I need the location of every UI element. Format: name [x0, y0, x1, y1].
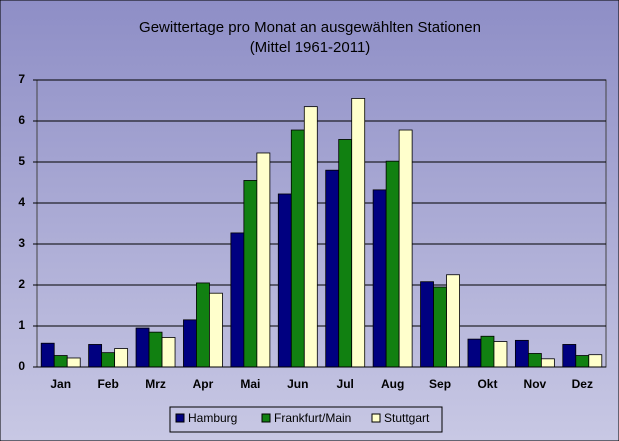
x-tick-label: Sep	[429, 377, 451, 391]
bar	[562, 344, 577, 368]
bar	[420, 281, 434, 368]
bar	[148, 331, 163, 368]
y-tick-label: 1	[18, 318, 25, 332]
bar	[161, 337, 176, 368]
bar	[243, 180, 258, 368]
bar	[101, 352, 116, 368]
bar	[527, 353, 542, 368]
y-tick-label: 7	[18, 72, 25, 86]
bar	[135, 327, 150, 368]
x-tick-label: Okt	[477, 377, 497, 391]
bar	[575, 355, 590, 368]
legend-label: Stuttgart	[384, 411, 430, 425]
bar	[514, 339, 529, 368]
y-tick-label: 2	[18, 277, 25, 291]
legend	[169, 406, 443, 433]
bar	[398, 129, 413, 368]
legend-swatch	[371, 413, 381, 423]
legend-label: Hamburg	[188, 411, 237, 425]
bar	[493, 341, 508, 368]
y-tick-label: 5	[18, 154, 25, 168]
bar	[196, 282, 210, 368]
bar	[433, 286, 447, 368]
x-tick-label: Jun	[287, 377, 308, 391]
x-tick-label: Mai	[240, 377, 260, 391]
chart-title: Gewittertage pro Monat an ausgewählten S…	[139, 19, 481, 36]
bar	[290, 129, 305, 368]
y-tick-label: 6	[18, 113, 25, 127]
bar	[338, 139, 353, 368]
y-tick-label: 3	[18, 236, 25, 250]
y-tick-label: 4	[18, 195, 25, 209]
bar	[114, 348, 129, 368]
x-tick-label: Jan	[50, 377, 71, 391]
bar	[209, 292, 223, 368]
bar	[467, 338, 482, 368]
bar	[277, 193, 292, 368]
x-tick-label: Feb	[97, 377, 118, 391]
bar	[183, 319, 197, 368]
bar	[40, 342, 55, 368]
bar	[588, 354, 603, 368]
bar	[540, 358, 555, 368]
bar	[385, 160, 400, 368]
bar	[53, 355, 68, 368]
legend-swatch	[175, 413, 185, 423]
bar	[351, 98, 366, 368]
y-tick-label: 0	[18, 359, 25, 373]
bar	[480, 335, 495, 368]
bar	[303, 106, 318, 368]
x-tick-label: Nov	[524, 377, 547, 391]
bar	[372, 189, 387, 368]
x-tick-label: Dez	[572, 377, 593, 391]
bar	[256, 152, 271, 368]
x-tick-label: Apr	[193, 377, 214, 391]
bar	[230, 232, 245, 368]
bar	[446, 274, 460, 368]
bar	[66, 357, 81, 368]
bar	[325, 169, 340, 368]
x-tick-label: Aug	[381, 377, 404, 391]
bar	[88, 344, 103, 368]
legend-swatch	[261, 413, 271, 423]
legend-label: Frankfurt/Main	[274, 411, 351, 425]
x-tick-label: Jul	[337, 377, 354, 391]
chart-subtitle: (Mittel 1961-2011)	[250, 39, 371, 56]
x-tick-label: Mrz	[145, 377, 166, 391]
